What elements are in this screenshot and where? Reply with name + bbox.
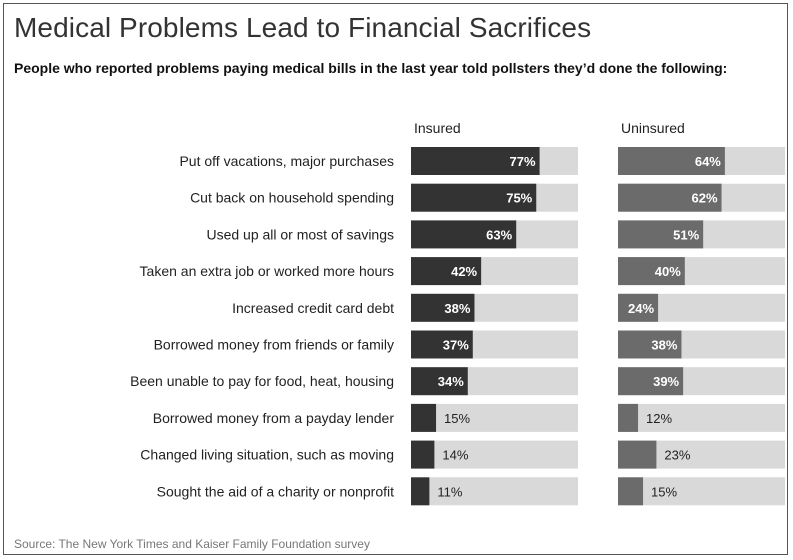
uninsured-value-label: 51% <box>673 227 699 242</box>
insured-track <box>411 403 578 432</box>
source-note: Source: The New York Times and Kaiser Fa… <box>14 537 370 551</box>
category-label: Sought the aid of a charity or nonprofit <box>157 483 394 499</box>
insured-value-label: 14% <box>442 448 468 463</box>
insured-track <box>411 440 578 469</box>
insured-bar <box>411 183 537 212</box>
insured-bar <box>411 440 435 469</box>
uninsured-value-label: 23% <box>664 448 690 463</box>
category-label: Increased credit card debt <box>232 300 394 316</box>
uninsured-value-label: 15% <box>651 484 677 499</box>
category-label: Been unable to pay for food, heat, housi… <box>130 373 394 389</box>
insured-value-label: 37% <box>443 338 469 353</box>
uninsured-value-label: 38% <box>651 338 677 353</box>
uninsured-bar <box>618 257 685 286</box>
uninsured-value-label: 64% <box>695 154 721 169</box>
uninsured-value-label: 40% <box>655 264 681 279</box>
uninsured-value-label: 12% <box>646 411 672 426</box>
category-label: Cut back on household spending <box>190 190 394 206</box>
uninsured-bar <box>618 477 644 506</box>
category-label: Changed living situation, such as moving <box>140 447 394 463</box>
insured-bar <box>411 257 482 286</box>
uninsured-value-label: 24% <box>628 301 654 316</box>
uninsured-track <box>618 477 785 506</box>
insured-value-label: 75% <box>506 191 532 206</box>
uninsured-bar <box>618 293 659 322</box>
insured-value-label: 11% <box>437 484 462 499</box>
insured-bar <box>411 147 540 175</box>
category-label: Put off vacations, major purchases <box>179 153 394 169</box>
uninsured-bar <box>618 147 725 175</box>
insured-bar <box>411 367 468 396</box>
category-label: Borrowed money from friends or family <box>154 337 394 353</box>
insured-value-label: 63% <box>486 227 512 242</box>
insured-value-label: 77% <box>510 154 536 169</box>
insured-value-label: 15% <box>444 411 470 426</box>
chart-subtitle: People who reported problems paying medi… <box>14 60 728 76</box>
uninsured-value-label: 62% <box>692 191 718 206</box>
insured-bar <box>411 403 437 432</box>
uninsured-value-label: 39% <box>653 374 679 389</box>
uninsured-bar <box>618 183 722 212</box>
category-label: Used up all or most of savings <box>206 226 394 242</box>
insured-header: Insured <box>414 120 461 136</box>
category-label: Borrowed money from a payday lender <box>153 410 395 426</box>
insured-bar <box>411 293 475 322</box>
chart-title: Medical Problems Lead to Financial Sacri… <box>14 12 592 43</box>
uninsured-bar <box>618 220 704 249</box>
insured-track <box>411 477 578 506</box>
uninsured-bar <box>618 367 684 396</box>
insured-value-label: 42% <box>451 264 477 279</box>
insured-value-label: 34% <box>438 374 464 389</box>
insured-bar <box>411 477 430 506</box>
uninsured-bar <box>618 403 639 432</box>
category-label: Taken an extra job or worked more hours <box>140 263 394 279</box>
uninsured-track <box>618 403 785 432</box>
insured-bar <box>411 220 517 249</box>
insured-value-label: 38% <box>444 301 470 316</box>
uninsured-bar <box>618 440 657 469</box>
insured-bar <box>411 330 473 359</box>
uninsured-header: Uninsured <box>621 120 685 136</box>
uninsured-bar <box>618 330 682 359</box>
